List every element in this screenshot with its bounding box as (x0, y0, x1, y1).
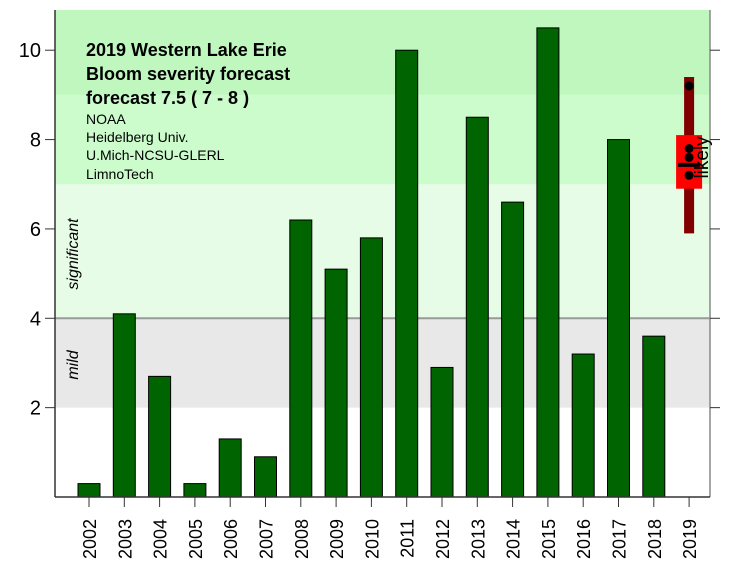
bar-2002 (77, 483, 101, 498)
x-tick-label-2004: 2004 (151, 519, 171, 559)
bar-2012 (430, 366, 454, 498)
y-tick-label-4: 4 (30, 308, 41, 330)
bar-2014 (501, 201, 525, 498)
forecast-point-3 (684, 170, 694, 180)
x-tick-label-2012: 2012 (433, 519, 453, 559)
bar-2011 (395, 49, 419, 498)
bar-2008 (289, 219, 313, 498)
y-tick-label-8: 8 (30, 130, 41, 152)
x-tick-label-2007: 2007 (257, 519, 277, 559)
forecast-point-0 (684, 81, 694, 91)
x-tick-label-2019: 2019 (680, 519, 700, 559)
y-tick-label-2: 2 (30, 398, 41, 420)
bar-2018 (642, 335, 666, 498)
y-tick-label-10: 10 (19, 40, 41, 62)
band-3 (55, 10, 710, 95)
x-tick-label-2005: 2005 (186, 519, 206, 559)
bar-2007 (254, 456, 277, 498)
bar-2004 (148, 375, 172, 498)
x-tick-label-2011: 2011 (398, 519, 418, 558)
x-tick-label-2010: 2010 (362, 519, 382, 559)
band-label-significant: significant (65, 218, 82, 290)
x-tick-label-2014: 2014 (504, 519, 524, 559)
x-tick-label-2018: 2018 (645, 519, 665, 559)
y-tick-label-6: 6 (30, 219, 41, 241)
band-2 (55, 94, 710, 185)
credit-noaa: NOAA (86, 111, 126, 127)
bar-2005 (183, 483, 207, 498)
bar-2015 (536, 27, 560, 498)
chart-title: 2019 Western Lake Erie Bloom severity fo… (86, 40, 290, 108)
x-tick-label-2016: 2016 (574, 519, 594, 559)
x-tick-label-2006: 2006 (221, 519, 241, 559)
bar-2013 (465, 116, 489, 498)
bar-2003 (112, 313, 136, 498)
x-tick-label-2013: 2013 (468, 519, 488, 559)
forecast-likely-label: likely (692, 136, 713, 179)
forecast-point-1 (684, 144, 694, 154)
band-label-mild: mild (65, 349, 82, 379)
bar-2009 (324, 268, 348, 498)
credit-heidelberg: Heidelberg Univ. (86, 129, 188, 145)
credit-limnotech: LimnoTech (86, 166, 154, 182)
x-tick-label-2009: 2009 (327, 519, 347, 559)
credits: NOAA Heidelberg Univ. U.Mich-NCSU-GLERL … (86, 111, 225, 182)
credit-umich: U.Mich-NCSU-GLERL (86, 147, 225, 163)
x-tick-label-2002: 2002 (80, 519, 100, 559)
title-line-3: forecast 7.5 ( 7 - 8 ) (86, 88, 249, 108)
bar-2010 (359, 237, 383, 498)
title-line-1: 2019 Western Lake Erie (86, 40, 287, 60)
x-tick-label-2015: 2015 (539, 519, 559, 559)
x-tick-label-2017: 2017 (610, 519, 630, 559)
x-tick-label-2008: 2008 (292, 519, 312, 559)
bar-2017 (607, 139, 630, 498)
x-tick-label-2003: 2003 (115, 519, 135, 559)
forecast-point-2 (684, 152, 694, 162)
title-line-2: Bloom severity forecast (86, 64, 290, 84)
bar-2016 (571, 353, 595, 498)
bar-2006 (218, 438, 242, 498)
